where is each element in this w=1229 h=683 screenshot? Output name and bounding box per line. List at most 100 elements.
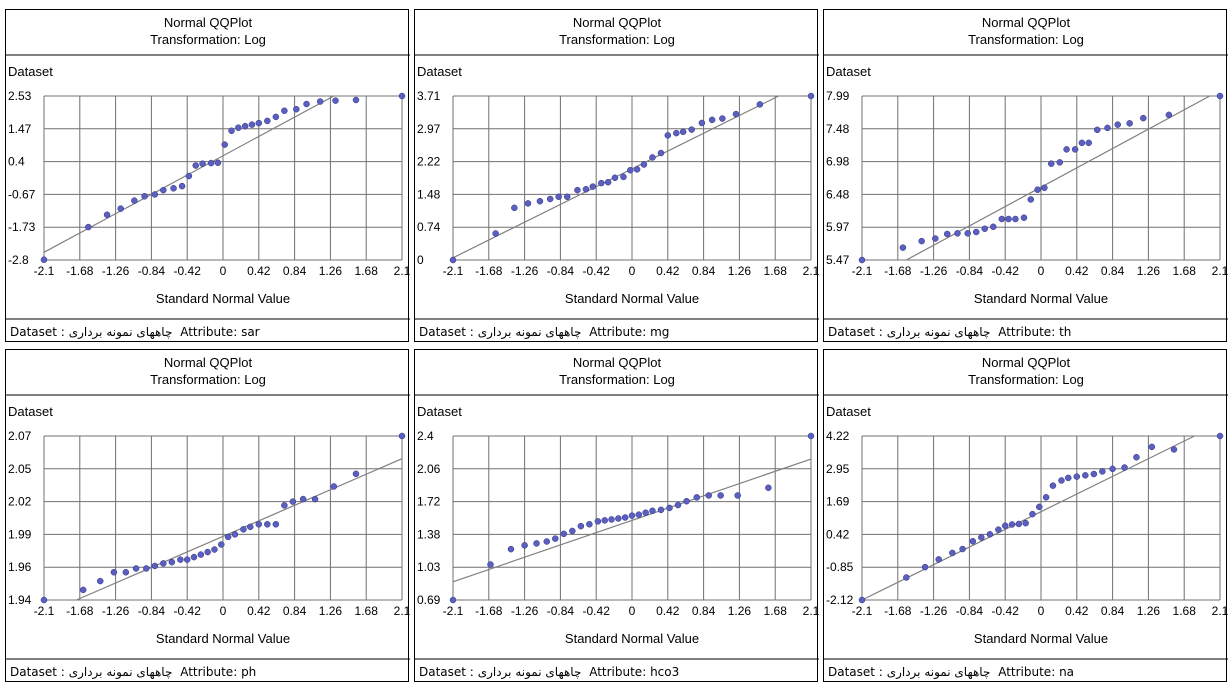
x-tick-label: 0.84 — [692, 604, 716, 618]
data-point — [197, 551, 205, 558]
data-point — [611, 174, 619, 182]
data-point — [168, 558, 176, 566]
data-point — [110, 568, 118, 576]
data-point — [969, 538, 977, 545]
x-tick-label: -1.68 — [66, 604, 94, 618]
dataset-prefix: Dataset : — [828, 325, 883, 339]
x-tick-label: -0.84 — [547, 604, 575, 618]
data-point — [521, 542, 528, 549]
x-tick-label: 0.42 — [656, 604, 680, 618]
attribute-prefix: Attribute: — [589, 325, 647, 339]
data-point — [657, 506, 665, 514]
data-point — [218, 541, 225, 548]
data-point — [981, 225, 988, 233]
data-point — [507, 545, 515, 553]
y-tick-label: 2.07 — [8, 429, 32, 443]
x-tick-label: 1.26 — [728, 264, 752, 278]
data-point — [160, 186, 167, 194]
attribute-name: th — [1059, 325, 1072, 339]
data-point — [1109, 465, 1116, 473]
data-point — [666, 504, 673, 512]
data-point — [978, 534, 985, 541]
y-tick-label: 1.96 — [8, 560, 32, 574]
qq-plot-panel-hco3: Normal QQPlot Transformation: Log Dataset -… — [414, 349, 819, 682]
data-point — [1008, 521, 1016, 528]
reference-line — [452, 458, 812, 583]
data-point — [183, 556, 191, 563]
data-point — [231, 531, 239, 538]
data-point — [807, 432, 815, 440]
data-point — [1022, 519, 1029, 527]
x-tick-label: 0 — [629, 264, 636, 278]
data-point — [964, 230, 971, 237]
data-point — [594, 518, 602, 525]
dataset-name: چاههای نمونه برداری — [886, 665, 991, 679]
x-tick-label: -1.26 — [511, 604, 539, 618]
y-axis-label: Dataset — [826, 64, 871, 79]
y-tick-label: 1.69 — [826, 495, 850, 509]
data-point — [449, 596, 457, 604]
data-point — [247, 523, 254, 531]
y-axis-label: Dataset — [417, 404, 462, 419]
x-tick-label: -1.68 — [884, 264, 912, 278]
data-point — [97, 577, 104, 585]
data-point — [1005, 215, 1012, 223]
x-tick-label: 0 — [1038, 604, 1045, 618]
x-tick-label: -0.42 — [174, 264, 202, 278]
data-point — [1073, 473, 1081, 480]
y-tick-label: 2.02 — [8, 495, 32, 509]
data-point — [272, 521, 280, 528]
y-tick-label: 1.94 — [8, 593, 32, 607]
x-tick-label: 0.42 — [247, 264, 271, 278]
data-point — [560, 530, 568, 538]
qq-plot-svg: Normal QQPlot Transformation: Log Dataset -… — [824, 355, 1228, 660]
attribute-name: na — [1059, 665, 1075, 679]
data-point — [1148, 443, 1156, 451]
x-tick-label: 2.1 — [394, 604, 410, 618]
data-point — [1049, 482, 1057, 489]
data-point — [131, 197, 138, 204]
x-axis-label: Standard Normal Value — [565, 631, 699, 646]
attribute-name: sar — [241, 325, 260, 339]
data-point — [224, 533, 232, 541]
data-point — [40, 596, 48, 604]
x-tick-label: 1.68 — [764, 264, 788, 278]
x-tick-label: -1.26 — [102, 604, 130, 618]
y-tick-label: 1.72 — [417, 495, 441, 509]
x-tick-label: 0.84 — [283, 264, 307, 278]
data-point — [1094, 126, 1101, 134]
data-point — [858, 596, 866, 604]
data-point — [1085, 139, 1092, 147]
y-tick-label: 3.71 — [417, 89, 441, 103]
x-tick-label: 2.1 — [1212, 264, 1228, 278]
data-point — [492, 230, 499, 237]
x-tick-label: -1.26 — [511, 264, 539, 278]
qq-plot-panel-na: Normal QQPlot Transformation: Log Dataset -… — [823, 349, 1228, 682]
data-point — [858, 256, 866, 264]
x-tick-label: -0.84 — [956, 604, 984, 618]
data-point — [649, 507, 656, 515]
data-point — [708, 116, 716, 124]
y-tick-label: 1.03 — [417, 560, 441, 574]
plot-title: Normal QQPlot — [982, 15, 1071, 30]
data-point — [211, 546, 218, 553]
data-point — [1165, 111, 1173, 119]
data-point — [352, 96, 360, 104]
x-tick-label: 0 — [220, 604, 227, 618]
y-tick-label: -1.73 — [8, 220, 36, 234]
data-point — [1041, 184, 1048, 192]
data-point — [255, 521, 263, 528]
data-point — [177, 556, 184, 563]
data-point — [170, 185, 177, 192]
qq-plot-svg: Normal QQPlot Transformation: Log Dataset -… — [415, 355, 819, 660]
y-tick-label: 7.48 — [826, 122, 850, 136]
data-point — [1126, 120, 1133, 127]
x-tick-label: 1.26 — [1137, 264, 1161, 278]
data-point — [995, 526, 1002, 533]
data-point — [398, 92, 406, 100]
data-point — [1001, 522, 1009, 530]
x-tick-label: -2.1 — [34, 264, 55, 278]
x-tick-label: -1.68 — [66, 264, 94, 278]
data-point — [640, 161, 648, 168]
data-point — [1047, 160, 1055, 167]
